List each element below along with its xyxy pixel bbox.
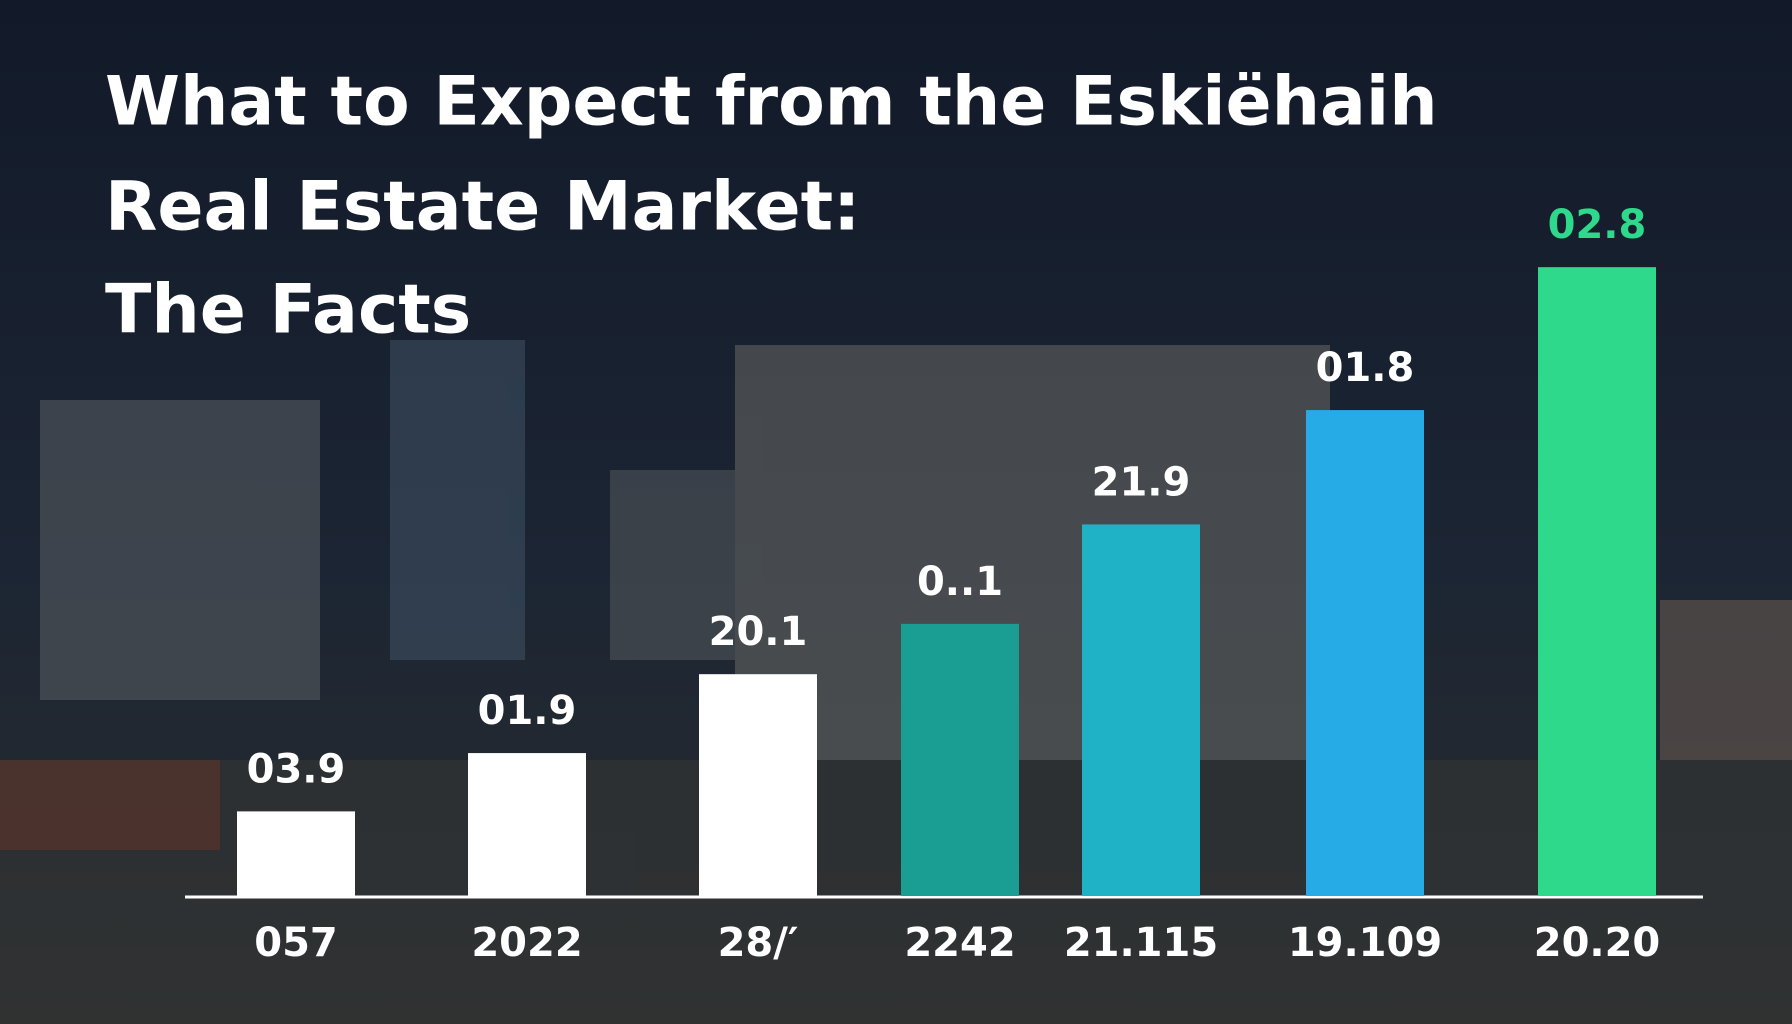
bar	[699, 674, 817, 896]
bar	[468, 753, 586, 896]
bar-label: 21.9	[1092, 459, 1191, 505]
bar-label: 01.8	[1316, 345, 1415, 391]
bar	[901, 623, 1019, 896]
bar	[1538, 267, 1656, 897]
bar	[1082, 524, 1200, 896]
bar	[237, 811, 355, 896]
background-buildings	[0, 340, 1792, 1024]
chart-title: The Facts	[105, 271, 471, 350]
bar-label: 01.9	[478, 688, 577, 734]
x-tick-label: 2022	[471, 920, 582, 966]
x-tick-label: 19.109	[1288, 920, 1442, 966]
bar-label: 0..1	[917, 559, 1003, 605]
x-tick-label: 20.20	[1534, 920, 1661, 966]
bar-label: 02.8	[1548, 202, 1647, 248]
chart-title: What to Expect from the Eskiëhaih	[105, 63, 1438, 142]
x-tick-label: 28/′	[718, 920, 799, 966]
bar-label: 20.1	[709, 609, 808, 655]
bar-label: 03.9	[247, 746, 346, 792]
bar	[1306, 410, 1424, 896]
x-tick-label: 057	[254, 920, 338, 966]
x-tick-label: 21.115	[1064, 920, 1218, 966]
chart-title: Real Estate Market:	[105, 168, 860, 247]
x-tick-label: 2242	[904, 920, 1015, 966]
